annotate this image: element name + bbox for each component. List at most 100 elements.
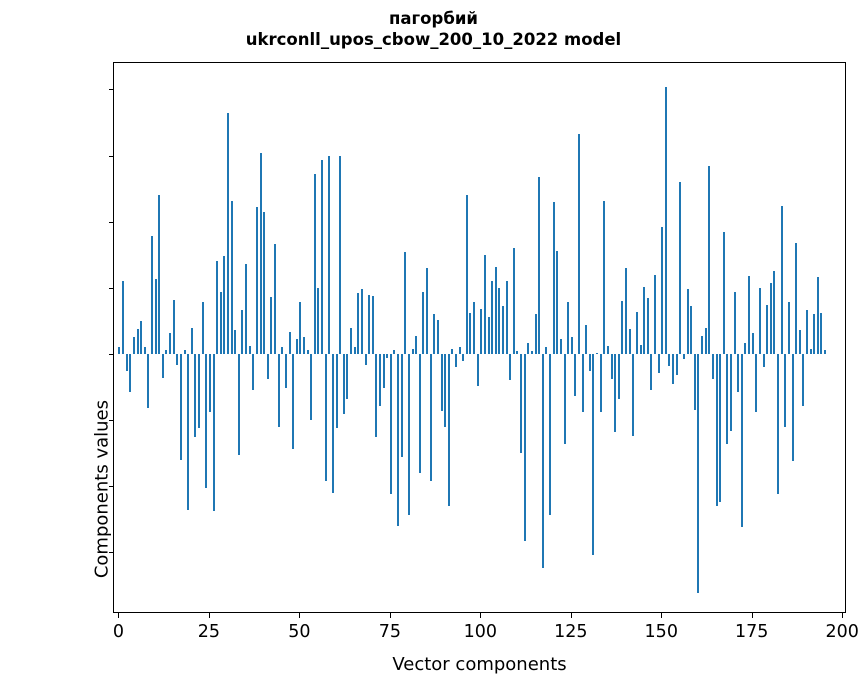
bar: [317, 287, 320, 355]
bar: [259, 152, 262, 355]
bar: [339, 155, 342, 355]
x-axis-tick-label: 50: [288, 622, 311, 642]
bar: [429, 354, 432, 482]
bar: [350, 327, 353, 355]
bar: [798, 330, 801, 355]
bar: [534, 314, 537, 355]
bar: [404, 252, 407, 355]
x-axis-tick: [299, 612, 301, 618]
bar: [625, 268, 628, 355]
bar: [599, 354, 602, 413]
bar: [704, 327, 707, 355]
bar: [628, 328, 631, 355]
y-axis-tick: [108, 221, 114, 223]
bar: [161, 354, 164, 378]
bar: [346, 354, 349, 399]
bar: [295, 339, 298, 355]
bar: [353, 347, 356, 355]
x-axis-tick: [751, 612, 753, 618]
bar-plot-area: [114, 63, 845, 612]
x-axis-tick: [208, 612, 210, 618]
bar: [690, 306, 693, 355]
bar: [245, 264, 248, 355]
y-axis-tick: [108, 486, 114, 488]
bar: [426, 268, 429, 355]
bar: [606, 346, 609, 355]
bar: [360, 289, 363, 355]
x-axis-tick-label: 25: [197, 622, 221, 642]
bar: [143, 347, 146, 355]
bar: [440, 354, 443, 411]
bar: [661, 227, 664, 355]
bar: [682, 354, 685, 360]
chart-title-line-1: пагорбий: [389, 9, 478, 28]
y-axis-label: Components values: [91, 400, 113, 579]
bar: [556, 250, 559, 355]
bar: [183, 350, 186, 355]
bar: [494, 266, 497, 355]
y-axis-tick: [108, 354, 114, 356]
bar: [208, 354, 211, 413]
bar: [277, 354, 280, 427]
bar: [632, 354, 635, 437]
bar: [302, 336, 305, 355]
bar: [483, 254, 486, 355]
bar: [693, 354, 696, 410]
bar: [129, 354, 132, 393]
bar: [444, 354, 447, 427]
bar: [422, 291, 425, 355]
bar: [407, 354, 410, 516]
bar: [375, 354, 378, 438]
bar: [147, 354, 150, 409]
bar: [762, 354, 765, 368]
bar: [549, 354, 552, 516]
bar: [270, 297, 273, 355]
bar: [806, 310, 808, 355]
bar: [382, 354, 385, 389]
y-axis-tick: [108, 155, 114, 157]
bar: [541, 354, 544, 569]
bar: [234, 330, 237, 355]
bar: [657, 354, 660, 373]
bar: [321, 159, 324, 355]
bar: [715, 354, 718, 507]
bar: [205, 354, 208, 488]
bar: [614, 354, 617, 433]
bar: [252, 354, 255, 390]
bar: [654, 274, 656, 355]
chart-title-line-2: ukrconll_upos_cbow_200_10_2022 model: [245, 30, 622, 49]
bar: [364, 354, 367, 365]
bar: [118, 347, 121, 355]
bar: [216, 261, 219, 355]
bar: [820, 313, 823, 355]
bar: [212, 354, 215, 512]
bar: [378, 354, 381, 406]
bar: [248, 346, 251, 355]
bar: [158, 195, 161, 355]
bar: [578, 134, 581, 355]
bar: [581, 354, 584, 413]
bar: [331, 354, 334, 493]
bar: [617, 354, 620, 399]
bar: [588, 354, 591, 372]
bar: [610, 354, 613, 380]
bar: [643, 286, 646, 355]
bar: [635, 311, 638, 355]
bar: [559, 339, 562, 355]
bar: [469, 313, 472, 355]
bar: [223, 256, 226, 355]
bar: [140, 320, 143, 355]
x-axis-tick-label: 75: [378, 622, 401, 642]
bar: [324, 354, 327, 482]
bar: [393, 350, 396, 355]
bar: [310, 354, 313, 421]
bar: [755, 354, 758, 413]
bar: [473, 302, 476, 355]
bar: [386, 354, 389, 358]
x-axis-tick-label: 0: [112, 622, 124, 642]
bar: [454, 354, 457, 368]
bar: [230, 200, 233, 355]
bar: [418, 354, 421, 474]
bar: [711, 354, 714, 380]
bar: [567, 302, 570, 355]
